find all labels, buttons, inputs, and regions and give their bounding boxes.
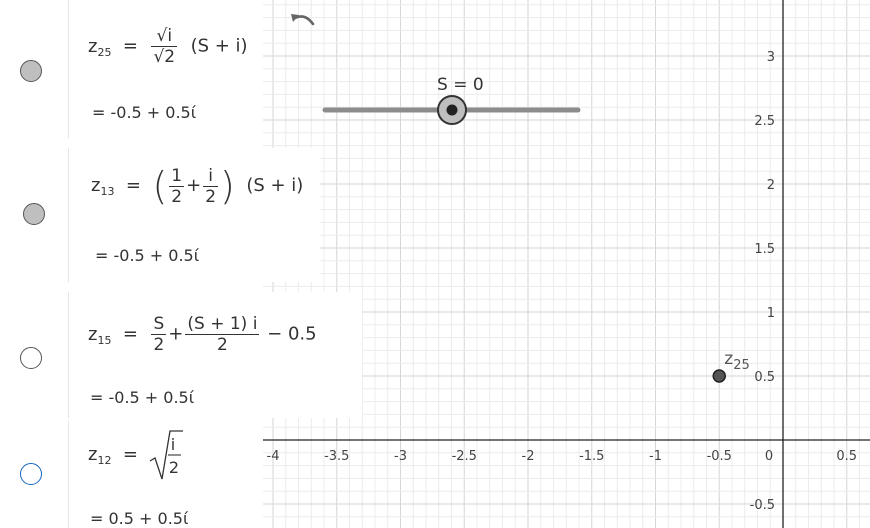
value-z25: = -0.5 + 0.5ί — [92, 103, 197, 122]
y-tick-label: 1 — [767, 306, 775, 321]
x-tick-label: -2.5 — [452, 449, 477, 464]
visibility-toggle-z15[interactable] — [20, 347, 42, 369]
visibility-column — [0, 148, 69, 282]
y-tick-label: 0.5 — [754, 370, 775, 385]
variable-name: z13 — [91, 175, 115, 198]
slider-label: S = 0 — [437, 75, 484, 95]
x-tick-label: -1 — [649, 449, 662, 464]
visibility-column — [0, 292, 69, 418]
y-tick-label: 2.5 — [754, 114, 775, 129]
slider-handle-center — [446, 104, 458, 116]
algebra-row-z25[interactable]: z25 = √i √2 (S + i) = -0.5 + 0.5ί — [0, 0, 263, 138]
definition-z25[interactable]: z25 = √i √2 (S + i) — [88, 26, 248, 67]
y-tick-label: 3 — [767, 50, 775, 65]
visibility-toggle-z12[interactable] — [20, 463, 42, 485]
visibility-column — [0, 0, 69, 138]
variable-name: z15 — [88, 323, 112, 347]
y-tick-label: 1.5 — [754, 242, 775, 257]
point-marker[interactable] — [712, 369, 726, 383]
value-z15: = -0.5 + 0.5ί — [90, 388, 195, 407]
axes — [263, 0, 870, 528]
x-tick-label: -3.5 — [324, 449, 349, 464]
y-tick-label: 2 — [767, 178, 775, 193]
x-tick-label: -2 — [522, 449, 535, 464]
x-tick-label: -0.5 — [707, 449, 732, 464]
visibility-column — [0, 421, 69, 528]
x-tick-label: 0.5 — [836, 449, 857, 464]
x-tick-label: -1.5 — [579, 449, 604, 464]
sqrt-symbol: i 2 — [150, 430, 184, 480]
definition-z13[interactable]: z13 = (1 2 + i 2) (S + i) — [91, 164, 304, 208]
variable-name: z25 — [88, 35, 112, 59]
x-tick-label: -4 — [267, 449, 280, 464]
algebra-row-z13[interactable]: z13 = (1 2 + i 2) (S + i) = -0.5 + 0.5ί — [0, 148, 320, 282]
point-label: z25 — [724, 349, 749, 373]
value-z12: = 0.5 + 0.5ί — [90, 509, 189, 528]
svg-text:i: i — [171, 435, 175, 454]
svg-text:2: 2 — [169, 458, 179, 477]
slider-s[interactable]: S = 0 — [322, 75, 581, 125]
value-z13: = -0.5 + 0.5ί — [95, 246, 200, 265]
variable-name: z12 — [88, 444, 112, 467]
visibility-toggle-z25[interactable] — [20, 60, 42, 82]
undo-icon[interactable] — [287, 10, 317, 36]
definition-z12[interactable]: z12 = i 2 — [88, 429, 184, 481]
point-z25[interactable]: z25 — [712, 349, 750, 383]
visibility-toggle-z13[interactable] — [23, 203, 45, 225]
algebra-row-z12[interactable]: z12 = i 2 = 0.5 + 0.5ί — [0, 421, 263, 528]
grid — [263, 0, 870, 528]
x-tick-label: -3 — [394, 449, 407, 464]
axis-tick-labels: -4 -3.5 -3 -2.5 -2 -1.5 -1 -0.5 0 0.5 3 2.5 2 1.5 1 0.5… — [267, 50, 858, 513]
y-tick-label: -0.5 — [750, 498, 775, 513]
x-tick-label: 0 — [765, 449, 773, 464]
